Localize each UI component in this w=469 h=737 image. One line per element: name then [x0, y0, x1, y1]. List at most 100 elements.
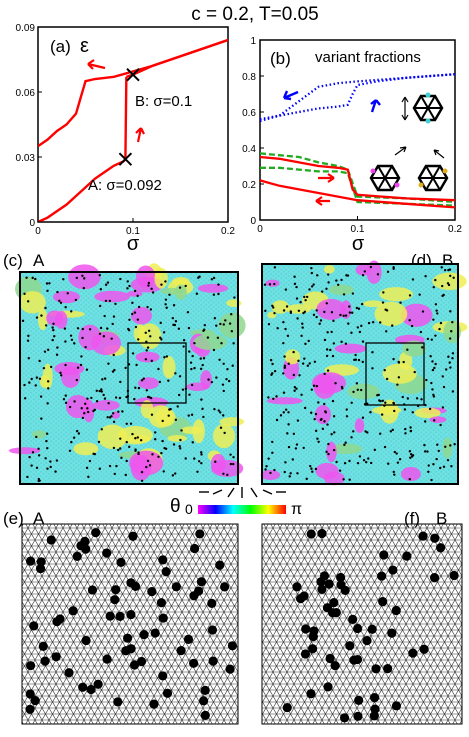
- solute-atom: [225, 664, 235, 674]
- solute-atom: [81, 327, 84, 331]
- solute-atom: [335, 279, 338, 282]
- solute-atom: [271, 362, 274, 366]
- solute-atom: [102, 548, 112, 558]
- solute-atom: [34, 277, 37, 281]
- solute-atom: [208, 656, 218, 666]
- solute-atom: [295, 285, 298, 289]
- solute-atom: [88, 459, 92, 463]
- solute-atom: [355, 306, 359, 310]
- solute-atom: [431, 360, 434, 363]
- solute-atom: [103, 397, 107, 400]
- solute-atom: [305, 477, 308, 481]
- solute-atom: [450, 330, 453, 333]
- solute-atom: [406, 348, 409, 351]
- solute-atom: [229, 462, 233, 466]
- solute-atom: [413, 370, 416, 374]
- solute-atom: [149, 699, 159, 709]
- solute-atom: [293, 282, 297, 286]
- solute-atom: [325, 354, 329, 358]
- solute-atom: [352, 390, 355, 394]
- solute-atom: [433, 419, 436, 422]
- solute-atom: [323, 402, 326, 406]
- solute-atom: [75, 276, 78, 280]
- solute-atom: [140, 479, 144, 482]
- solute-atom: [214, 460, 217, 463]
- solute-atom: [124, 366, 127, 370]
- panel-d-state: B: [442, 251, 453, 270]
- solute-atom: [76, 327, 80, 330]
- solute-atom: [45, 282, 49, 285]
- solute-atom: [296, 419, 300, 422]
- solute-atom: [51, 326, 54, 329]
- solute-atom: [426, 450, 429, 453]
- solute-atom: [70, 310, 73, 313]
- solute-atom: [62, 398, 66, 401]
- solute-atom: [86, 407, 89, 410]
- solute-atom: [160, 451, 163, 455]
- solute-atom: [215, 560, 225, 570]
- solute-atom: [279, 414, 283, 417]
- solute-atom: [51, 338, 54, 342]
- solute-atom: [55, 459, 59, 462]
- solute-atom: [310, 271, 314, 275]
- solute-atom: [30, 377, 33, 381]
- solute-atom: [181, 388, 185, 391]
- solute-atom: [292, 582, 302, 592]
- solute-atom: [28, 455, 31, 459]
- solute-atom: [312, 384, 316, 387]
- solute-atom: [144, 358, 148, 361]
- solute-atom: [439, 321, 443, 325]
- solute-atom: [282, 341, 285, 345]
- solute-atom: [128, 318, 131, 321]
- solute-atom: [115, 611, 125, 621]
- solute-atom: [225, 377, 228, 381]
- panel-b-xtick-label: 0.1: [351, 224, 365, 235]
- solute-atom: [229, 453, 232, 456]
- solute-atom: [424, 274, 427, 278]
- solute-atom: [282, 391, 286, 394]
- solute-atom: [133, 289, 137, 293]
- solute-atom: [343, 443, 346, 447]
- solute-atom: [376, 273, 380, 276]
- solute-atom: [439, 466, 442, 470]
- solute-atom: [38, 479, 41, 482]
- solute-atom: [224, 319, 227, 322]
- solute-atom: [126, 578, 136, 588]
- solute-atom: [300, 393, 303, 396]
- solute-atom: [362, 636, 372, 646]
- variant-cyan-icon: [412, 92, 444, 124]
- panel-a-ylabel: ε: [80, 35, 89, 57]
- solute-atom: [313, 360, 317, 363]
- solute-atom: [137, 305, 141, 309]
- solute-atom: [187, 326, 191, 330]
- solute-atom: [70, 338, 74, 341]
- solute-atom: [273, 266, 277, 269]
- solute-atom: [27, 357, 30, 360]
- panel-a-marker-a: [118, 152, 133, 166]
- solute-atom: [134, 449, 137, 452]
- solute-atom: [431, 368, 435, 372]
- solute-atom: [392, 401, 395, 405]
- solute-atom: [134, 386, 137, 389]
- solute-atom: [176, 405, 179, 408]
- solute-atom: [180, 429, 183, 432]
- domain-patch: [180, 426, 203, 435]
- solute-atom: [430, 533, 440, 543]
- solute-atom: [140, 379, 144, 382]
- solute-atom: [25, 661, 36, 671]
- solute-atom: [429, 573, 440, 583]
- solute-atom: [357, 307, 361, 310]
- solute-atom: [162, 331, 166, 334]
- solute-atom: [449, 310, 452, 313]
- solute-atom: [452, 276, 455, 279]
- solute-atom: [444, 445, 447, 448]
- solute-atom: [318, 322, 321, 325]
- panel-a-annotation-b: B: σ=0.1: [135, 93, 192, 110]
- solute-atom: [25, 276, 28, 279]
- solute-atom: [391, 428, 394, 432]
- solute-atom: [216, 336, 220, 339]
- solute-atom: [193, 457, 196, 460]
- solute-atom: [346, 274, 350, 277]
- solute-atom: [161, 567, 171, 577]
- solute-atom: [396, 461, 400, 464]
